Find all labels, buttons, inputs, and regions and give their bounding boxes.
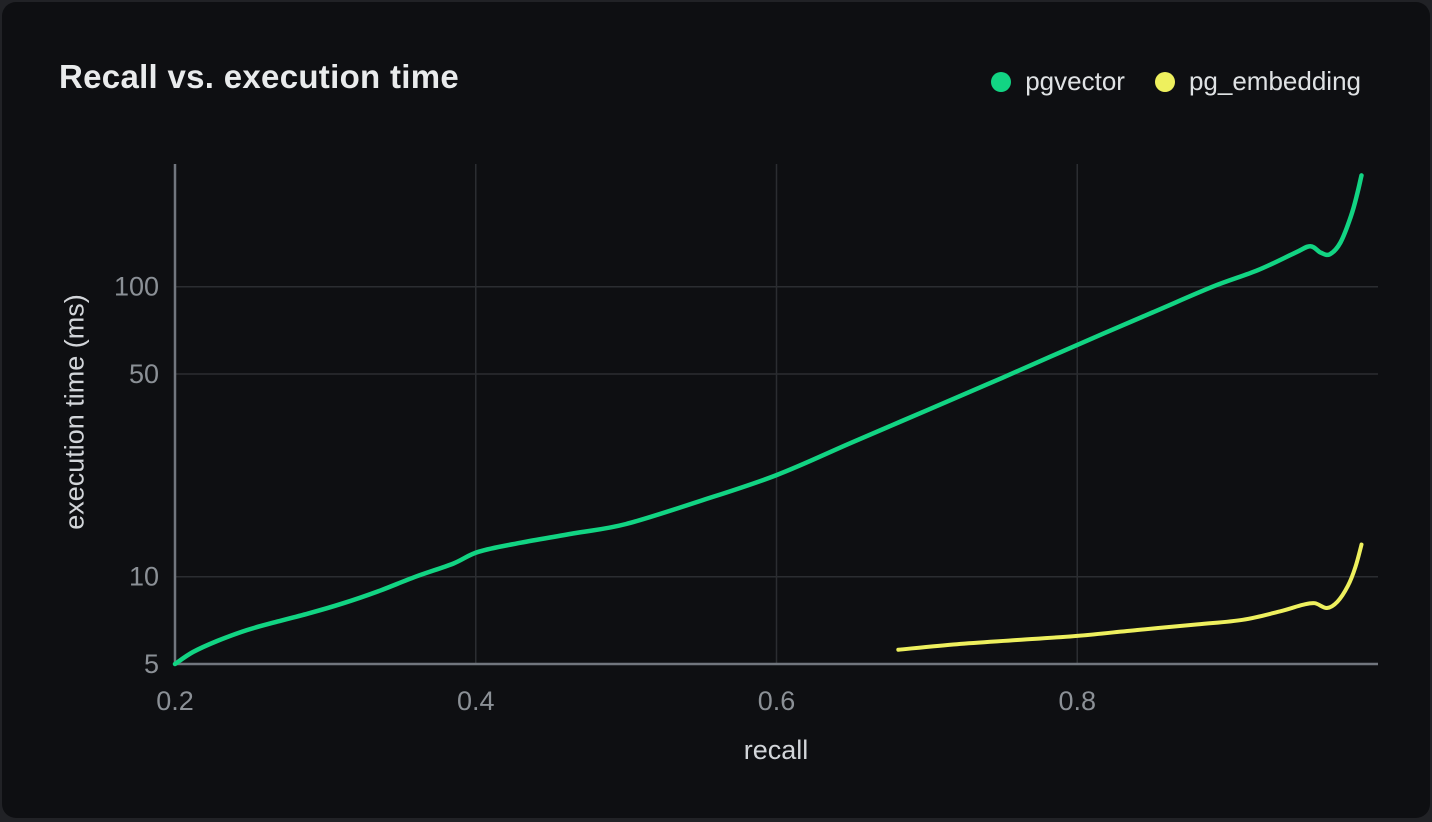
x-tick-label: 0.2 [156, 686, 194, 716]
y-tick-label: 5 [144, 649, 159, 679]
y-tick-label: 10 [129, 562, 159, 592]
x-tick-label: 0.8 [1058, 686, 1096, 716]
series-line-pg_embedding [896, 542, 1364, 652]
legend-dot-pgvector-icon [991, 71, 1012, 92]
x-tick-label: 0.6 [758, 686, 796, 716]
series-line-pgvector [172, 173, 1364, 667]
y-axis-title: execution time (ms) [59, 294, 90, 530]
y-tick-label: 50 [129, 359, 159, 389]
legend-item-pg-embedding[interactable]: pg_embedding [1154, 66, 1361, 97]
legend-label-pg-embedding: pg_embedding [1188, 66, 1361, 96]
x-tick-label: 0.4 [457, 686, 495, 716]
legend: pgvector pg_embedding [991, 66, 1361, 97]
legend-item-pgvector[interactable]: pgvector [991, 66, 1125, 97]
legend-dot-pg-embedding-icon [1154, 71, 1175, 92]
chart-title: Recall vs. execution time [59, 58, 460, 95]
y-tick-label: 100 [114, 272, 159, 302]
x-axis-title: recall [743, 735, 809, 765]
legend-label-pgvector: pgvector [1025, 66, 1125, 96]
